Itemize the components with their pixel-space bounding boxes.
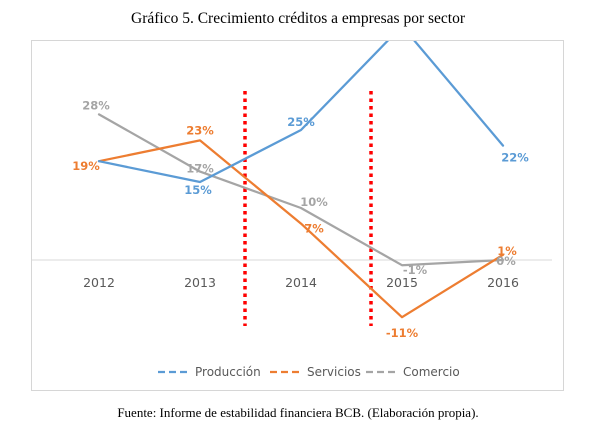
x-tick-label: 2014 xyxy=(285,275,317,290)
data-label: -11% xyxy=(386,326,419,340)
data-label: 17% xyxy=(186,162,214,176)
series-line-comercio xyxy=(97,113,505,267)
legend-label: Producción xyxy=(195,365,261,379)
data-label: 19% xyxy=(72,159,100,173)
data-label: 25% xyxy=(287,115,315,129)
data-label: 28% xyxy=(82,98,110,112)
source-note: Fuente: Informe de estabilidad financier… xyxy=(117,405,479,420)
data-label: 22% xyxy=(501,151,529,165)
chart-area: 2012201320142015201615%25%45%22%19%23%7%… xyxy=(31,40,564,391)
series-line-servicios xyxy=(97,139,505,319)
data-label: 10% xyxy=(300,195,328,209)
data-label: 15% xyxy=(184,183,212,197)
series-line-producción xyxy=(97,41,505,184)
data-label: 7% xyxy=(304,222,324,236)
x-tick-label: 2015 xyxy=(386,275,418,290)
chart-title: Gráfico 5. Crecimiento créditos a empres… xyxy=(131,10,465,27)
legend-label: Comercio xyxy=(403,365,460,379)
x-tick-label: 2016 xyxy=(487,275,519,290)
x-tick-label: 2012 xyxy=(83,275,115,290)
data-label: -1% xyxy=(403,263,428,277)
data-label: 23% xyxy=(186,123,214,137)
line-chart: 2012201320142015201615%25%45%22%19%23%7%… xyxy=(32,41,552,379)
legend-label: Servicios xyxy=(307,365,361,379)
data-label: 0% xyxy=(496,254,516,268)
x-tick-label: 2013 xyxy=(184,275,216,290)
data-label: 1% xyxy=(497,244,517,258)
